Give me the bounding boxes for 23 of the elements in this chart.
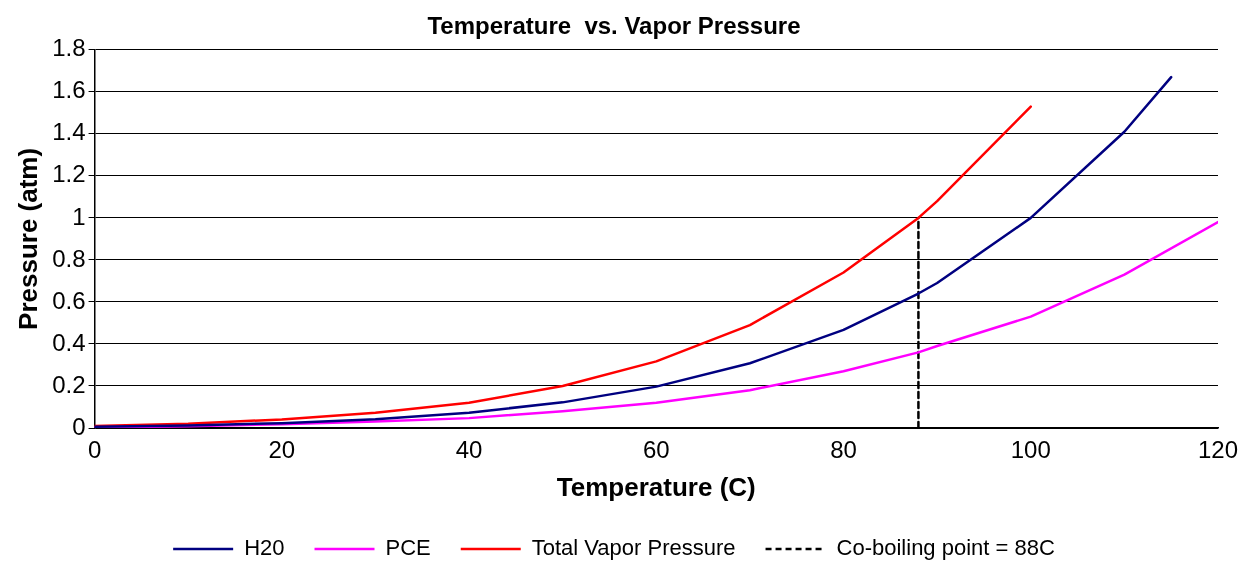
- y-tick-label: 0.6: [52, 286, 86, 314]
- x-tick-label: 20: [268, 436, 296, 464]
- y-tick-label: 1.6: [52, 76, 86, 104]
- legend-label: PCE: [385, 535, 431, 561]
- y-tick-label: 1.8: [52, 34, 86, 62]
- y-tick-label: 1.2: [52, 160, 86, 188]
- x-tick-label: 120: [1197, 436, 1239, 464]
- y-tick-label: 1: [72, 202, 86, 230]
- x-axis-title: Temperature (C): [556, 471, 756, 502]
- y-tick-label: 0.8: [52, 244, 86, 272]
- legend-label: H20: [244, 535, 285, 561]
- legend-label: Total Vapor Pressure: [531, 535, 736, 561]
- y-tick-label: 0.4: [52, 328, 86, 356]
- x-tick-label: 60: [642, 436, 670, 464]
- x-tick-label: 40: [455, 436, 483, 464]
- x-tick-label: 100: [1010, 436, 1051, 464]
- legend-label: Co-boiling point = 88C: [836, 535, 1055, 561]
- y-tick-label: 1.4: [52, 118, 86, 146]
- y-axis-title: Pressure (atm): [12, 147, 43, 330]
- chart-title: Temperature vs. Vapor Pressure: [427, 12, 801, 40]
- y-tick-label: 0: [72, 412, 86, 440]
- x-tick-label: 80: [830, 436, 857, 464]
- y-tick-label: 0.2: [52, 370, 86, 398]
